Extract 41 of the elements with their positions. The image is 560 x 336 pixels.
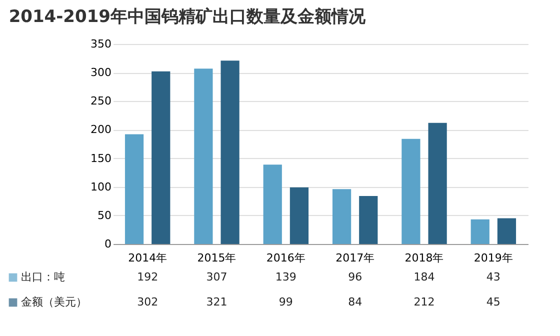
x-tick-label: 2014年: [128, 252, 168, 264]
bar: [263, 164, 282, 244]
bar: [220, 60, 240, 244]
x-tick-label: 2018年: [404, 252, 444, 264]
x-tick-label: 2019年: [474, 252, 513, 264]
x-tick-label: 2017年: [336, 252, 375, 264]
data-label: 139: [275, 270, 296, 284]
chart-title: 2014-2019年中国钨精矿出口数量及金额情况: [8, 7, 366, 27]
y-tick-label: 200: [90, 123, 112, 136]
data-label: 43: [486, 270, 500, 284]
x-tick-label: 2016年: [266, 252, 306, 264]
data-label: 192: [137, 270, 158, 284]
bar: [152, 71, 170, 244]
y-tick-label: 0: [104, 238, 112, 250]
y-tick-label: 250: [90, 94, 112, 108]
legend-label: 出口：吨: [21, 270, 65, 284]
bar: [497, 218, 516, 244]
bar: [428, 122, 447, 244]
x-tick-label: 2015年: [197, 252, 236, 264]
bar: [124, 134, 144, 244]
y-tick-label: 150: [90, 152, 112, 165]
y-tick-label: 100: [90, 180, 112, 194]
data-label: 84: [348, 296, 362, 308]
bar: [470, 219, 490, 244]
y-tick-label: 50: [98, 208, 112, 222]
data-label: 99: [278, 296, 293, 308]
bar: [402, 138, 420, 244]
bar: [359, 196, 378, 244]
data-label: 302: [137, 296, 158, 308]
y-tick-label: 300: [90, 66, 112, 80]
legend-label: 金额（美元）: [21, 296, 87, 308]
bar: [194, 68, 213, 244]
data-label: 212: [414, 296, 435, 308]
bar: [290, 187, 309, 244]
data-label: 45: [486, 296, 500, 308]
data-label: 321: [206, 296, 228, 308]
data-label: 307: [206, 270, 228, 284]
y-tick-label: 350: [90, 38, 112, 50]
data-label: 96: [348, 270, 362, 284]
data-label: 184: [414, 270, 435, 284]
bar: [332, 189, 352, 244]
